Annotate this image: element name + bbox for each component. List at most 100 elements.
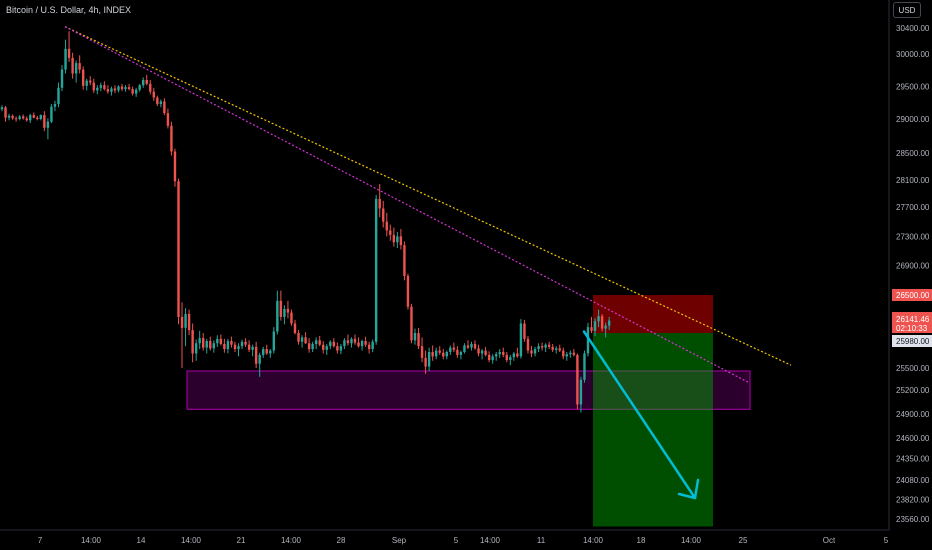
candle-body <box>360 341 364 347</box>
candle-body <box>442 352 445 357</box>
candle-body <box>96 87 99 91</box>
trendline-outer <box>64 26 792 366</box>
candle-body <box>78 63 81 70</box>
candle-body <box>413 333 417 341</box>
candle-body <box>346 340 350 344</box>
candle-body <box>579 379 583 405</box>
candle-body <box>134 89 138 94</box>
candle-body <box>484 350 487 355</box>
price-tick-label: 30400.00 <box>896 24 930 33</box>
candle-body <box>473 343 477 349</box>
candle-body <box>427 352 431 367</box>
time-tick-label: 14:00 <box>681 536 702 545</box>
candle-body <box>85 80 88 86</box>
candle-body <box>156 97 159 105</box>
candle-body <box>600 316 604 329</box>
candle-body <box>11 115 14 119</box>
candle-body <box>7 115 11 118</box>
candle-body <box>336 346 339 351</box>
candle-body <box>314 340 318 344</box>
candle-body <box>46 121 50 128</box>
time-tick-label: 14:00 <box>181 536 202 545</box>
candle-body <box>396 236 399 243</box>
candle-body <box>410 306 413 341</box>
price-tick-label: 28100.00 <box>896 176 930 185</box>
candle-body <box>14 118 18 120</box>
candle-body <box>329 341 332 347</box>
time-tick-label: 21 <box>237 536 246 545</box>
candle-body <box>431 352 434 357</box>
candle-body <box>131 89 134 94</box>
candle-body <box>434 350 438 357</box>
candle-body <box>297 333 300 342</box>
candle-body <box>258 354 261 364</box>
time-tick-label: 14 <box>137 536 146 545</box>
candle-body <box>357 342 360 347</box>
time-tick-label: 14:00 <box>281 536 302 545</box>
time-tick-label: 18 <box>637 536 646 545</box>
candle-body <box>456 349 459 355</box>
candle-body <box>480 350 484 354</box>
candle-body <box>269 350 272 354</box>
candle-body <box>177 181 180 317</box>
candle-body <box>240 341 244 347</box>
candle-body <box>286 308 290 313</box>
candle-body <box>198 338 201 344</box>
candle-body <box>307 343 311 350</box>
candle-body <box>142 80 145 86</box>
candle-body <box>382 208 385 222</box>
candle-body <box>21 116 25 119</box>
candle-body <box>322 344 325 350</box>
candle-body <box>374 198 378 342</box>
time-tick-label: 11 <box>537 536 546 545</box>
candle-body <box>558 348 561 351</box>
time-tick-label: 14:00 <box>480 536 501 545</box>
candle-body <box>586 327 590 354</box>
candle-body <box>209 341 212 349</box>
candle-body <box>272 331 276 351</box>
candle-body <box>537 346 540 350</box>
time-tick-label: 5 <box>454 536 459 545</box>
time-axis[interactable]: 7 14:00 14 14:00 21 14:00 28 Sep 5 14:00 11 14:00 18… <box>38 536 889 545</box>
candle-body <box>597 316 600 322</box>
candle-body <box>53 104 57 107</box>
time-tick-label: 7 <box>38 536 43 545</box>
candle-body <box>332 341 336 347</box>
candle-body <box>265 349 268 354</box>
candle-body <box>67 48 71 58</box>
candle-body <box>449 347 452 352</box>
candle-body <box>145 80 148 84</box>
price-tick-label: 25500.00 <box>896 364 930 373</box>
candle-body <box>350 338 353 344</box>
candle-body <box>420 346 424 358</box>
symbol-title: Bitcoin / U.S. Dollar, 4h, INDEX <box>6 5 132 15</box>
candle-body <box>244 341 247 345</box>
candle-body <box>226 341 230 350</box>
price-tick-label: 29000.00 <box>896 115 930 124</box>
candle-body <box>604 325 607 329</box>
candle-body <box>424 357 427 367</box>
currency-button[interactable]: USD <box>893 2 921 18</box>
candle-body <box>392 234 396 243</box>
candle-body <box>438 350 441 353</box>
candle-body <box>512 353 516 358</box>
candle-body <box>385 221 388 231</box>
last-price-label: 26141.46 <box>896 315 930 324</box>
candle-body <box>477 348 480 354</box>
candle-body <box>283 308 286 317</box>
price-axis[interactable]: 30400.00 30000.00 29500.00 29000.00 28500.00… <box>896 24 930 524</box>
candle-body <box>293 323 297 333</box>
candle-body <box>50 106 53 122</box>
candle-body <box>99 85 103 88</box>
candle-body <box>0 107 4 110</box>
candle-body <box>530 350 533 354</box>
candle-body <box>4 107 7 118</box>
countdown-label: 02:10:33 <box>896 324 928 333</box>
candle-body <box>576 354 579 405</box>
candle-body <box>202 338 205 348</box>
candle-body <box>254 346 258 364</box>
entry-price-tag <box>892 335 932 347</box>
candle-body <box>452 347 456 350</box>
